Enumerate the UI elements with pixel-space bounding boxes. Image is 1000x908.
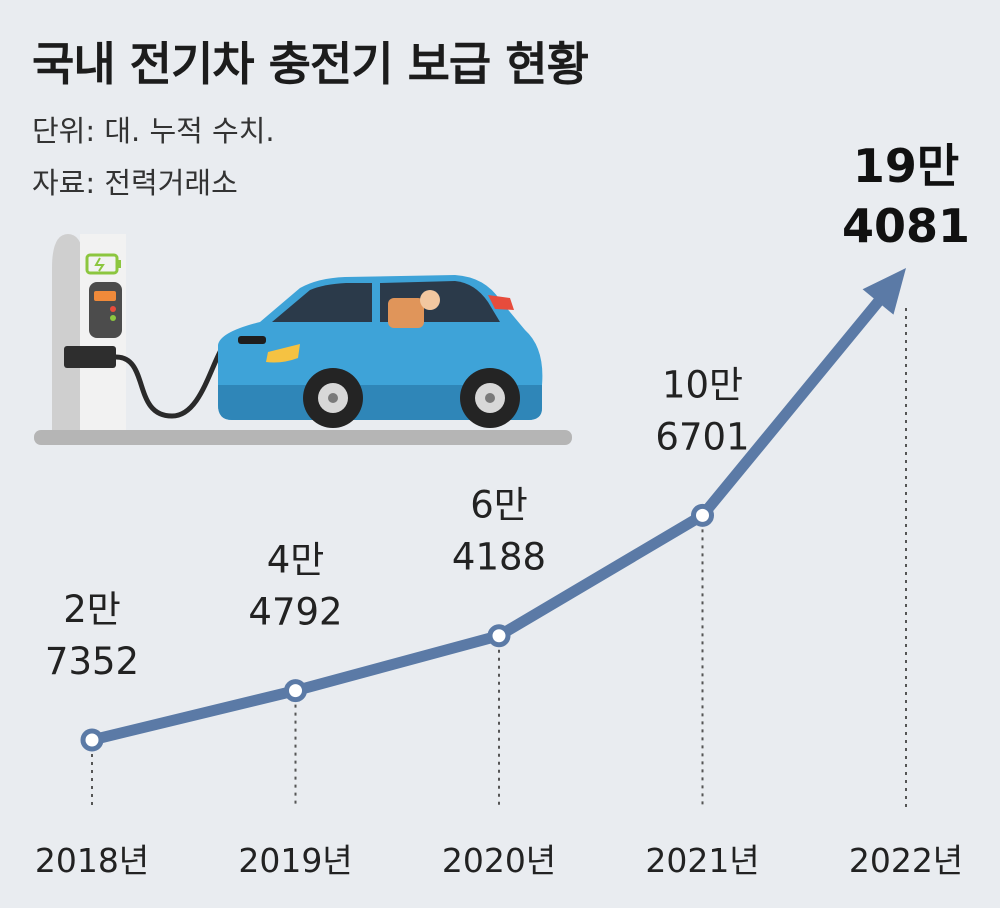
- arrowhead: [862, 268, 906, 315]
- data-label: 6701: [655, 415, 749, 458]
- electric-car-charging-illustration: [34, 234, 572, 445]
- x-tick-label: 2019년: [238, 841, 352, 880]
- drop-lines: [91, 308, 907, 808]
- data-label: 7352: [45, 640, 139, 683]
- data-label: 6만: [470, 484, 528, 527]
- x-tick-label: 2020년: [442, 841, 556, 880]
- chart-title: 국내 전기차 충전기 보급 현황: [32, 37, 589, 91]
- data-label: 19만: [853, 139, 959, 193]
- data-label: 4188: [452, 536, 546, 579]
- data-label: 4만: [267, 539, 325, 582]
- data-point: [80, 728, 104, 752]
- data-label: 4081: [842, 199, 970, 253]
- data-label: 2만: [63, 588, 121, 631]
- data-points: [80, 503, 714, 752]
- charger-display: [89, 282, 122, 338]
- data-label: 4792: [248, 591, 342, 634]
- charging-station: [52, 234, 126, 430]
- ground-shadow: [34, 430, 572, 445]
- plug-holder: [64, 346, 116, 368]
- x-axis-labels: 2018년 2019년 2020년 2021년 2022년: [35, 841, 963, 880]
- x-tick-label: 2022년: [849, 841, 963, 880]
- data-label: 10만: [662, 363, 743, 406]
- data-labels: 2만 7352 4만 4792 6만 4188 10만 6701 19만 4081: [45, 139, 970, 683]
- unit-note: 단위: 대. 누적 수치.: [32, 114, 275, 148]
- x-tick-label: 2018년: [35, 841, 149, 880]
- electric-car: [218, 275, 543, 428]
- data-point: [691, 503, 714, 527]
- source-note: 자료: 전력거래소: [32, 166, 238, 200]
- x-tick-label: 2021년: [645, 841, 759, 880]
- data-point: [284, 679, 307, 703]
- data-point: [487, 624, 511, 648]
